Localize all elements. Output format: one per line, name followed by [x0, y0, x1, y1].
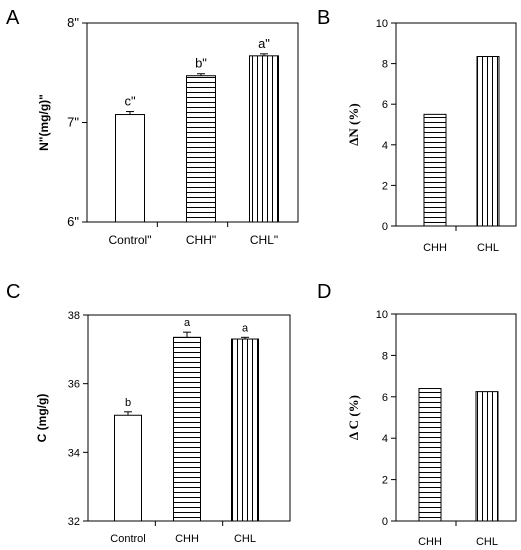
y-axis-label: Δ C (%) — [346, 395, 361, 440]
y-tick-label: 2 — [382, 180, 388, 192]
bar — [186, 75, 216, 223]
chart-panel-c: 32 34 36 38 C (mg/g) b Control a CHH a CHL — [35, 310, 291, 545]
category-label: CHH — [175, 533, 199, 545]
y-tick-label: 4 — [382, 433, 388, 445]
bar — [173, 336, 201, 522]
bar — [423, 113, 447, 227]
category-label: Control" — [109, 233, 152, 247]
bar — [476, 55, 500, 227]
y-tick-label: 6" — [67, 214, 79, 229]
significance-label: a" — [258, 36, 270, 51]
y-tick-label: 7" — [67, 115, 79, 130]
significance-label: a — [184, 317, 191, 329]
category-label: CHH — [423, 242, 447, 254]
y-tick-label: 0 — [382, 221, 388, 233]
y-axis-label: C (mg/g) — [35, 394, 49, 443]
y-axis-label: ΔN (%) — [346, 103, 361, 145]
bar — [475, 391, 499, 522]
significance-label: c" — [124, 94, 136, 109]
y-tick-label: 38 — [68, 310, 80, 322]
significance-label: b" — [195, 56, 207, 71]
category-label: CHL — [477, 242, 499, 254]
bar — [114, 414, 142, 522]
y-tick-label: 10 — [376, 18, 388, 30]
category-label: CHL" — [250, 233, 278, 247]
y-tick-label: 10 — [376, 309, 388, 321]
chart-panel-b: 0 2 4 6 8 10 ΔN (%) CHH CHL — [346, 18, 517, 254]
category-label: CHH" — [186, 233, 216, 247]
panel-letter-c: C — [6, 281, 20, 303]
significance-label: a — [242, 322, 249, 334]
y-tick-label: 8 — [382, 59, 388, 71]
category-label: CHL — [476, 536, 498, 548]
y-tick-label: 8 — [382, 350, 388, 362]
bar — [418, 388, 442, 522]
panel-letter-b: B — [317, 7, 330, 29]
category-label: Control — [110, 533, 145, 545]
chart-panel-a: 6" 7" 8" N"(mg/g)" c" Control" b" CHH" a" CHL" — [37, 15, 299, 247]
y-tick-label: 4 — [382, 140, 388, 152]
y-tick-label: 6 — [382, 99, 388, 111]
panel-letter-a: A — [6, 7, 20, 29]
y-axis-label: N"(mg/g)" — [37, 94, 51, 151]
y-tick-label: 2 — [382, 475, 388, 487]
category-label: CHH — [418, 536, 442, 548]
y-tick-label: 32 — [68, 516, 80, 528]
bar — [115, 114, 145, 223]
y-tick-label: 0 — [382, 516, 388, 528]
category-label: CHL — [234, 533, 256, 545]
chart-panel-d: 0 2 4 6 8 10 Δ C (%) CHH CHL — [346, 309, 517, 548]
significance-label: b — [125, 397, 131, 409]
y-tick-label: 34 — [68, 447, 80, 459]
y-tick-label: 8" — [67, 15, 79, 30]
bar — [231, 338, 259, 522]
y-tick-label: 36 — [68, 379, 80, 391]
y-tick-label: 6 — [382, 392, 388, 404]
panel-letter-d: D — [317, 281, 331, 303]
bar — [249, 55, 279, 223]
